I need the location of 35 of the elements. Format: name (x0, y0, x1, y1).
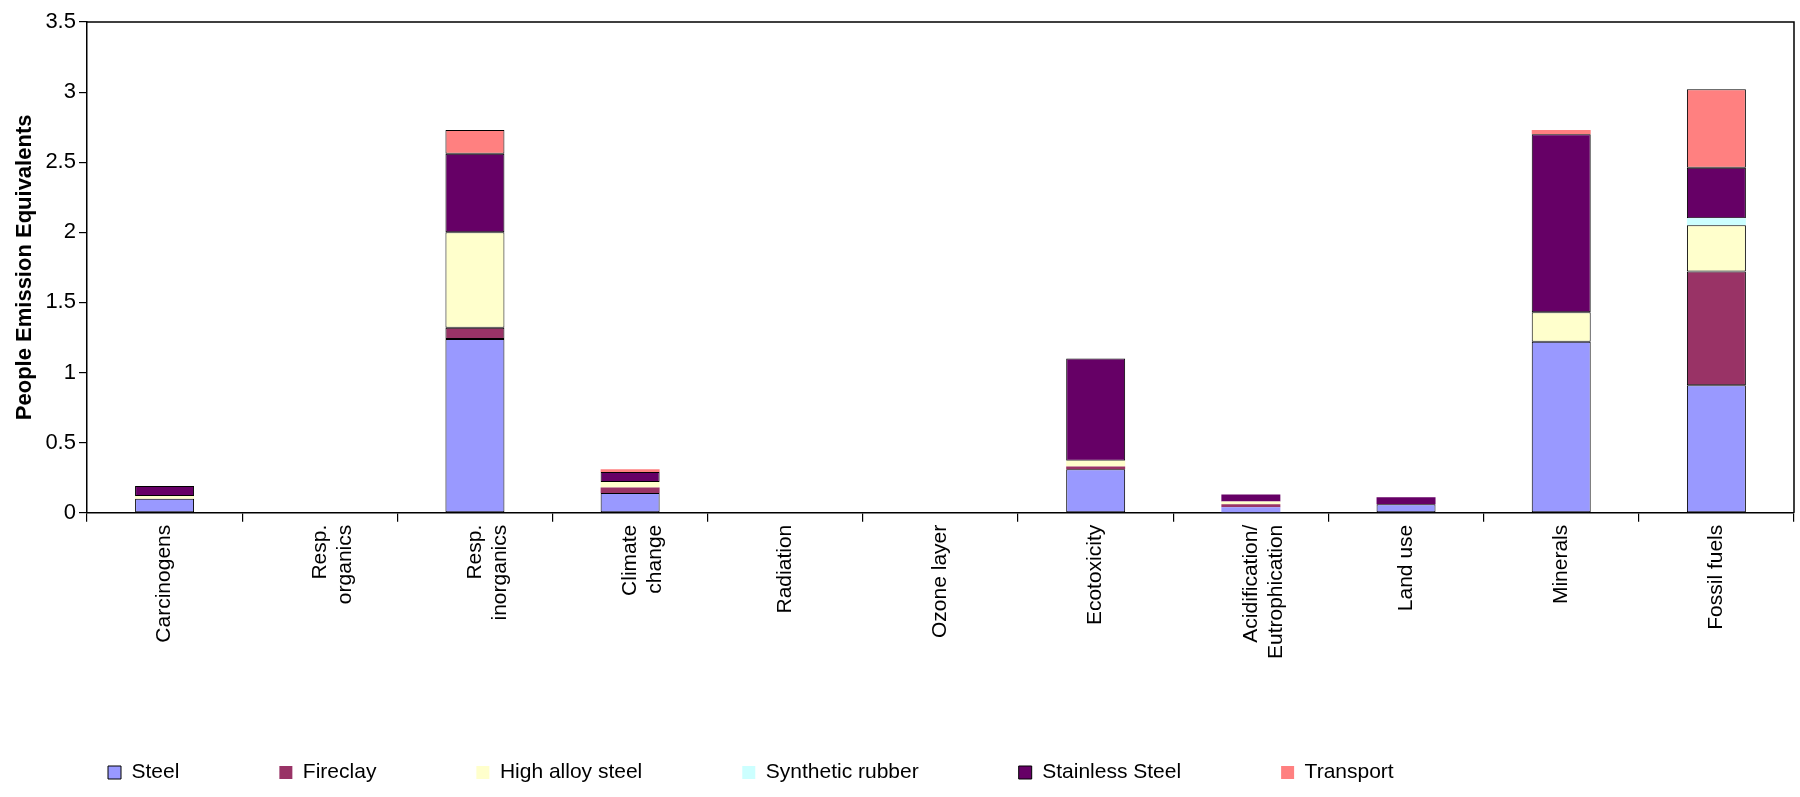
x-tick-label: Minerals (1548, 524, 1572, 605)
bar (135, 495, 195, 499)
x-tick-label: Ozone layer (927, 524, 951, 638)
legend-label: High alloy steel (499, 759, 643, 783)
bar (1686, 218, 1746, 226)
bar (600, 469, 660, 473)
x-tick-label: Climate change (616, 524, 666, 596)
x-tick-label: Acidification/ Eutrophication (1237, 524, 1286, 660)
bar (1376, 497, 1436, 505)
x-tick-label: Radiation (772, 524, 796, 614)
legend-label: Stainless Steel (1042, 759, 1182, 783)
bar (1531, 129, 1591, 135)
bar (1221, 494, 1281, 502)
y-tick-label: 0.5 (45, 428, 76, 454)
y-axis-title: People Emission Equivalents (11, 114, 37, 421)
legend-label: Fireclay (302, 759, 377, 783)
y-tick-label: 1.5 (45, 288, 76, 314)
y-tick-label: 1 (63, 358, 76, 384)
bar (1221, 507, 1281, 513)
y-tick-label: 2 (63, 218, 76, 244)
x-tick-label: Fossil fuels (1703, 524, 1727, 630)
y-tick-label: 3 (63, 78, 76, 104)
y-tick-label: 0 (63, 498, 76, 524)
x-tick-label: Land use (1392, 524, 1416, 612)
x-tick-label: Resp. inorganics (461, 524, 510, 621)
y-tick-label: 3.5 (45, 8, 76, 34)
bar (600, 481, 660, 488)
x-tick-label: Resp. organics (306, 524, 355, 605)
x-tick-label: Ecotoxicity (1082, 524, 1106, 626)
y-tick-label: 2.5 (45, 148, 76, 174)
legend-label: Steel (131, 759, 180, 783)
bar (1066, 466, 1126, 470)
legend-label: Transport (1304, 759, 1394, 783)
x-tick-label: Carcinogens (151, 524, 175, 643)
legend-label: Synthetic rubber (765, 759, 919, 783)
